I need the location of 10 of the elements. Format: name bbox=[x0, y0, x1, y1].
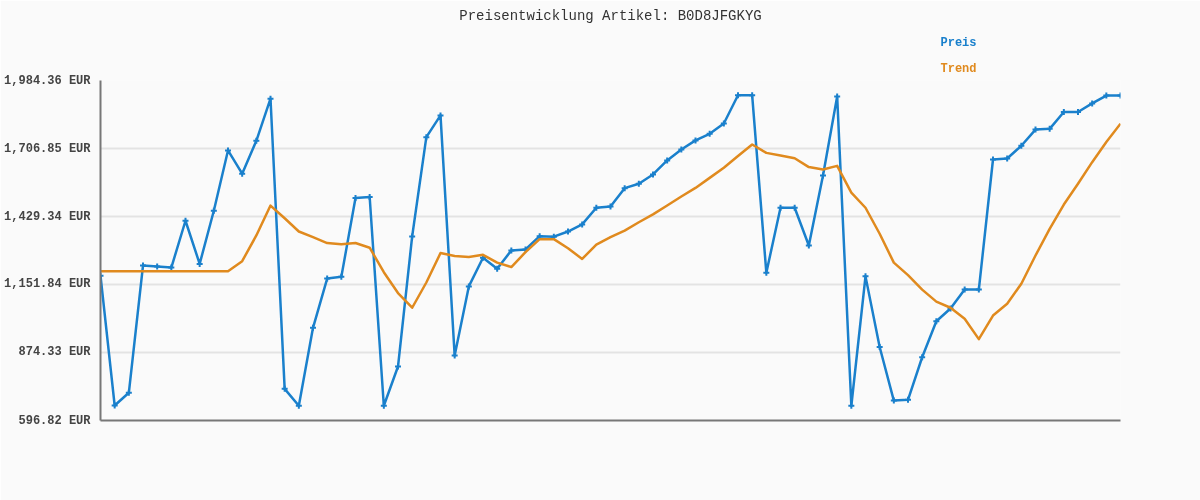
y-tick-label: 1,984.36 EUR bbox=[4, 73, 92, 88]
y-tick-label: 1,429.34 EUR bbox=[4, 209, 92, 224]
text: Trend bbox=[940, 61, 977, 76]
text: Preis bbox=[940, 35, 977, 50]
chart-title: Preisentwicklung Artikel: B0D8JFGKYG bbox=[459, 7, 762, 24]
y-tick-label: 874.33 EUR bbox=[18, 345, 92, 360]
y-tick-label: 596.82 EUR bbox=[18, 413, 92, 428]
y-tick-label: 1,151.84 EUR bbox=[4, 277, 92, 292]
y-tick-label: 1,706.85 EUR bbox=[4, 141, 92, 156]
line-series bbox=[100, 122, 1121, 341]
